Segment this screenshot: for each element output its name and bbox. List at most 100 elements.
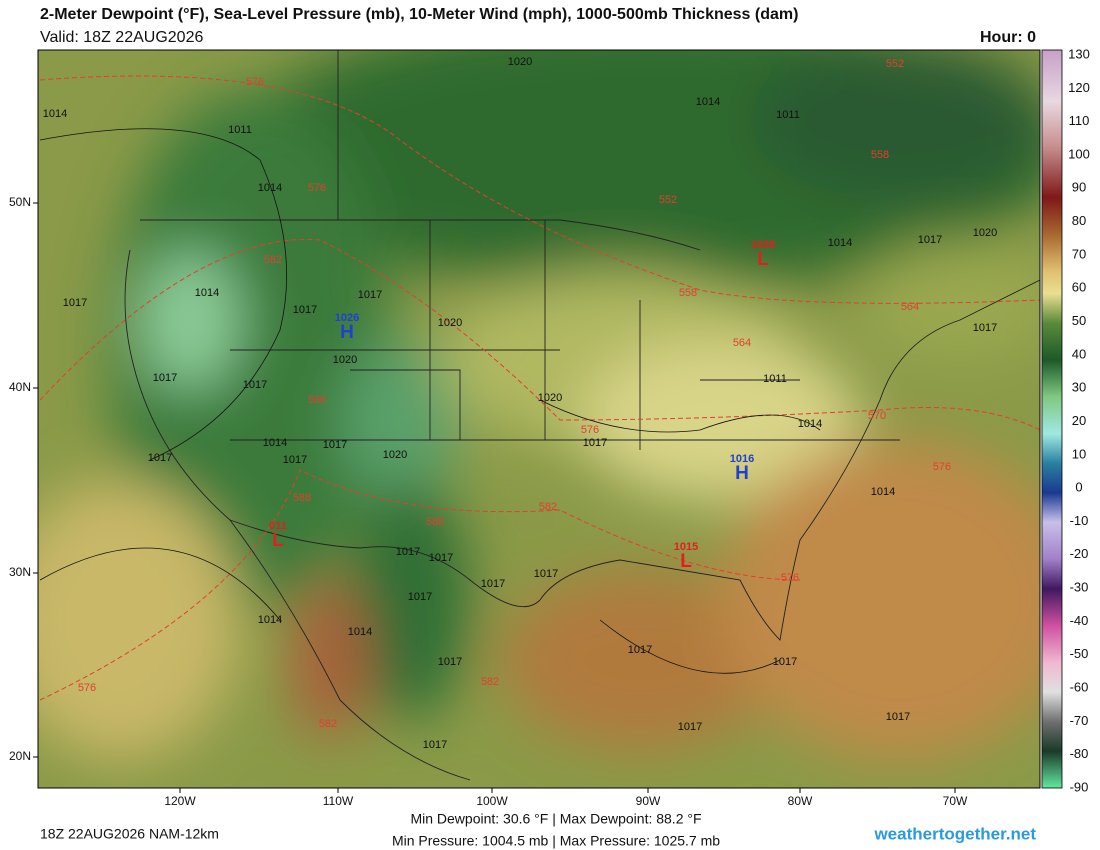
isobar-label: 1017 (773, 656, 797, 668)
colorbar-label: 120 (1068, 80, 1090, 95)
isobar-label: 1011 (763, 373, 787, 385)
thickness-label: 558 (871, 149, 889, 161)
dewpoint-stats: Min Dewpoint: 30.6 °F | Max Dewpoint: 88… (410, 811, 701, 827)
high-letter: H (340, 322, 354, 343)
colorbar-label: -90 (1070, 779, 1089, 794)
colorbar-label: -40 (1070, 613, 1089, 628)
high-letter: H (735, 463, 749, 484)
colorbar-label: 10 (1072, 446, 1086, 461)
forecast-hour: Hour: 0 (980, 29, 1036, 46)
thickness-contours (39, 75, 1040, 701)
thickness-label: 588 (308, 394, 326, 406)
isobar-label: 1017 (438, 656, 462, 668)
isobar-label: 1017 (396, 546, 420, 558)
low-value: 011 (269, 520, 287, 532)
isobar-label: 1020 (508, 56, 532, 68)
isobar-label: 1020 (333, 354, 357, 366)
colorbar-label: 90 (1072, 180, 1086, 195)
isobar-label: 1017 (423, 739, 447, 751)
low-value: 1015 (674, 541, 698, 553)
isobar-label: 1014 (43, 108, 67, 120)
site-credit: weathertogether.net (873, 824, 1036, 843)
high-value: 1016 (730, 453, 754, 465)
pressure-stats: Min Pressure: 1004.5 mb | Max Pressure: … (392, 833, 720, 849)
isobar-label: 1014 (696, 96, 720, 108)
thickness-label: 582 (539, 501, 557, 513)
isobar-label: 1017 (973, 322, 997, 334)
colorbar-label: 100 (1068, 146, 1090, 161)
isobar-label: 1017 (534, 568, 558, 580)
map-field (38, 50, 1040, 788)
colorbar-label: 20 (1072, 413, 1086, 428)
map-frame (37, 49, 1041, 789)
thickness-label: 570 (868, 410, 886, 422)
isobar-label: 1014 (828, 237, 852, 249)
colorbar-label: -60 (1070, 679, 1089, 694)
colorbar-label: -20 (1070, 546, 1089, 561)
isobar-label: 1017 (583, 437, 607, 449)
low-letter: L (680, 551, 692, 572)
isobar-label: 1017 (408, 591, 432, 603)
colorbar (1041, 49, 1063, 789)
lon-label: 120W (164, 794, 196, 808)
thickness-label: 564 (901, 301, 919, 313)
thickness-label: 576 (78, 682, 96, 694)
lon-label: 110W (323, 794, 354, 808)
colorbar-label: -70 (1070, 713, 1089, 728)
isobar-label: 1017 (678, 721, 702, 733)
isobar-label: 1011 (228, 124, 252, 136)
thickness-label: 552 (886, 58, 904, 70)
thickness-label: 576 (781, 572, 799, 584)
isobar-label: 1017 (886, 711, 910, 723)
thickness-label: 588 (426, 516, 444, 528)
isobar-label: 1017 (148, 452, 172, 464)
isobar-label: 1020 (383, 449, 407, 461)
thickness-label: 582 (264, 254, 282, 266)
isobar-label: 1014 (263, 437, 287, 449)
isobar-label: 1017 (293, 304, 317, 316)
thickness-label: 576 (933, 461, 951, 473)
colorbar-label: 110 (1069, 113, 1090, 128)
lat-label: 40N (9, 380, 31, 394)
colorbar-label: 0 (1075, 480, 1082, 495)
thickness-label: 582 (319, 718, 337, 730)
low-value: 1008 (751, 239, 775, 251)
isobar-label: 1020 (438, 317, 462, 329)
isobar-label: 1017 (323, 439, 347, 451)
isobar-label: 1020 (973, 227, 997, 239)
lat-label: 30N (9, 565, 31, 579)
colorbar-label: -80 (1070, 746, 1089, 761)
lat-label: 20N (9, 749, 31, 763)
lon-label: 100W (476, 794, 508, 808)
lat-label: 50N (9, 195, 31, 209)
thickness-label: 576 (246, 76, 264, 88)
isobar-label: 1017 (918, 234, 942, 246)
colorbar-label: 50 (1072, 313, 1086, 328)
colorbar-label: -30 (1070, 580, 1089, 595)
low-letter: L (757, 249, 769, 270)
thickness-label: 564 (733, 337, 751, 349)
isobar-label: 1017 (153, 372, 177, 384)
isobar-label: 1011 (776, 109, 800, 121)
low-letter: L (272, 530, 284, 551)
isobar-label: 1014 (348, 626, 372, 638)
isobar-label: 1017 (358, 289, 382, 301)
thickness-label: 552 (659, 194, 677, 206)
lon-label: 90W (636, 794, 661, 808)
isobar-label: 1014 (798, 418, 822, 430)
isobar-label: 1014 (258, 182, 282, 194)
colorbar-label: 130 (1068, 46, 1090, 61)
colorbar-label: 70 (1072, 246, 1086, 261)
thickness-label: 588 (293, 492, 311, 504)
valid-time: Valid: 18Z 22AUG2026 (40, 29, 203, 46)
thickness-label: 576 (308, 182, 326, 194)
isobar-label: 1014 (195, 287, 219, 299)
colorbar-label: -50 (1070, 646, 1089, 661)
colorbar-label: 40 (1072, 346, 1086, 361)
isobar-label: 1017 (481, 578, 505, 590)
colorbar-label: 60 (1072, 280, 1086, 295)
thickness-label: 582 (481, 676, 499, 688)
lon-label: 80W (788, 794, 813, 808)
thickness-label: 558 (679, 287, 697, 299)
